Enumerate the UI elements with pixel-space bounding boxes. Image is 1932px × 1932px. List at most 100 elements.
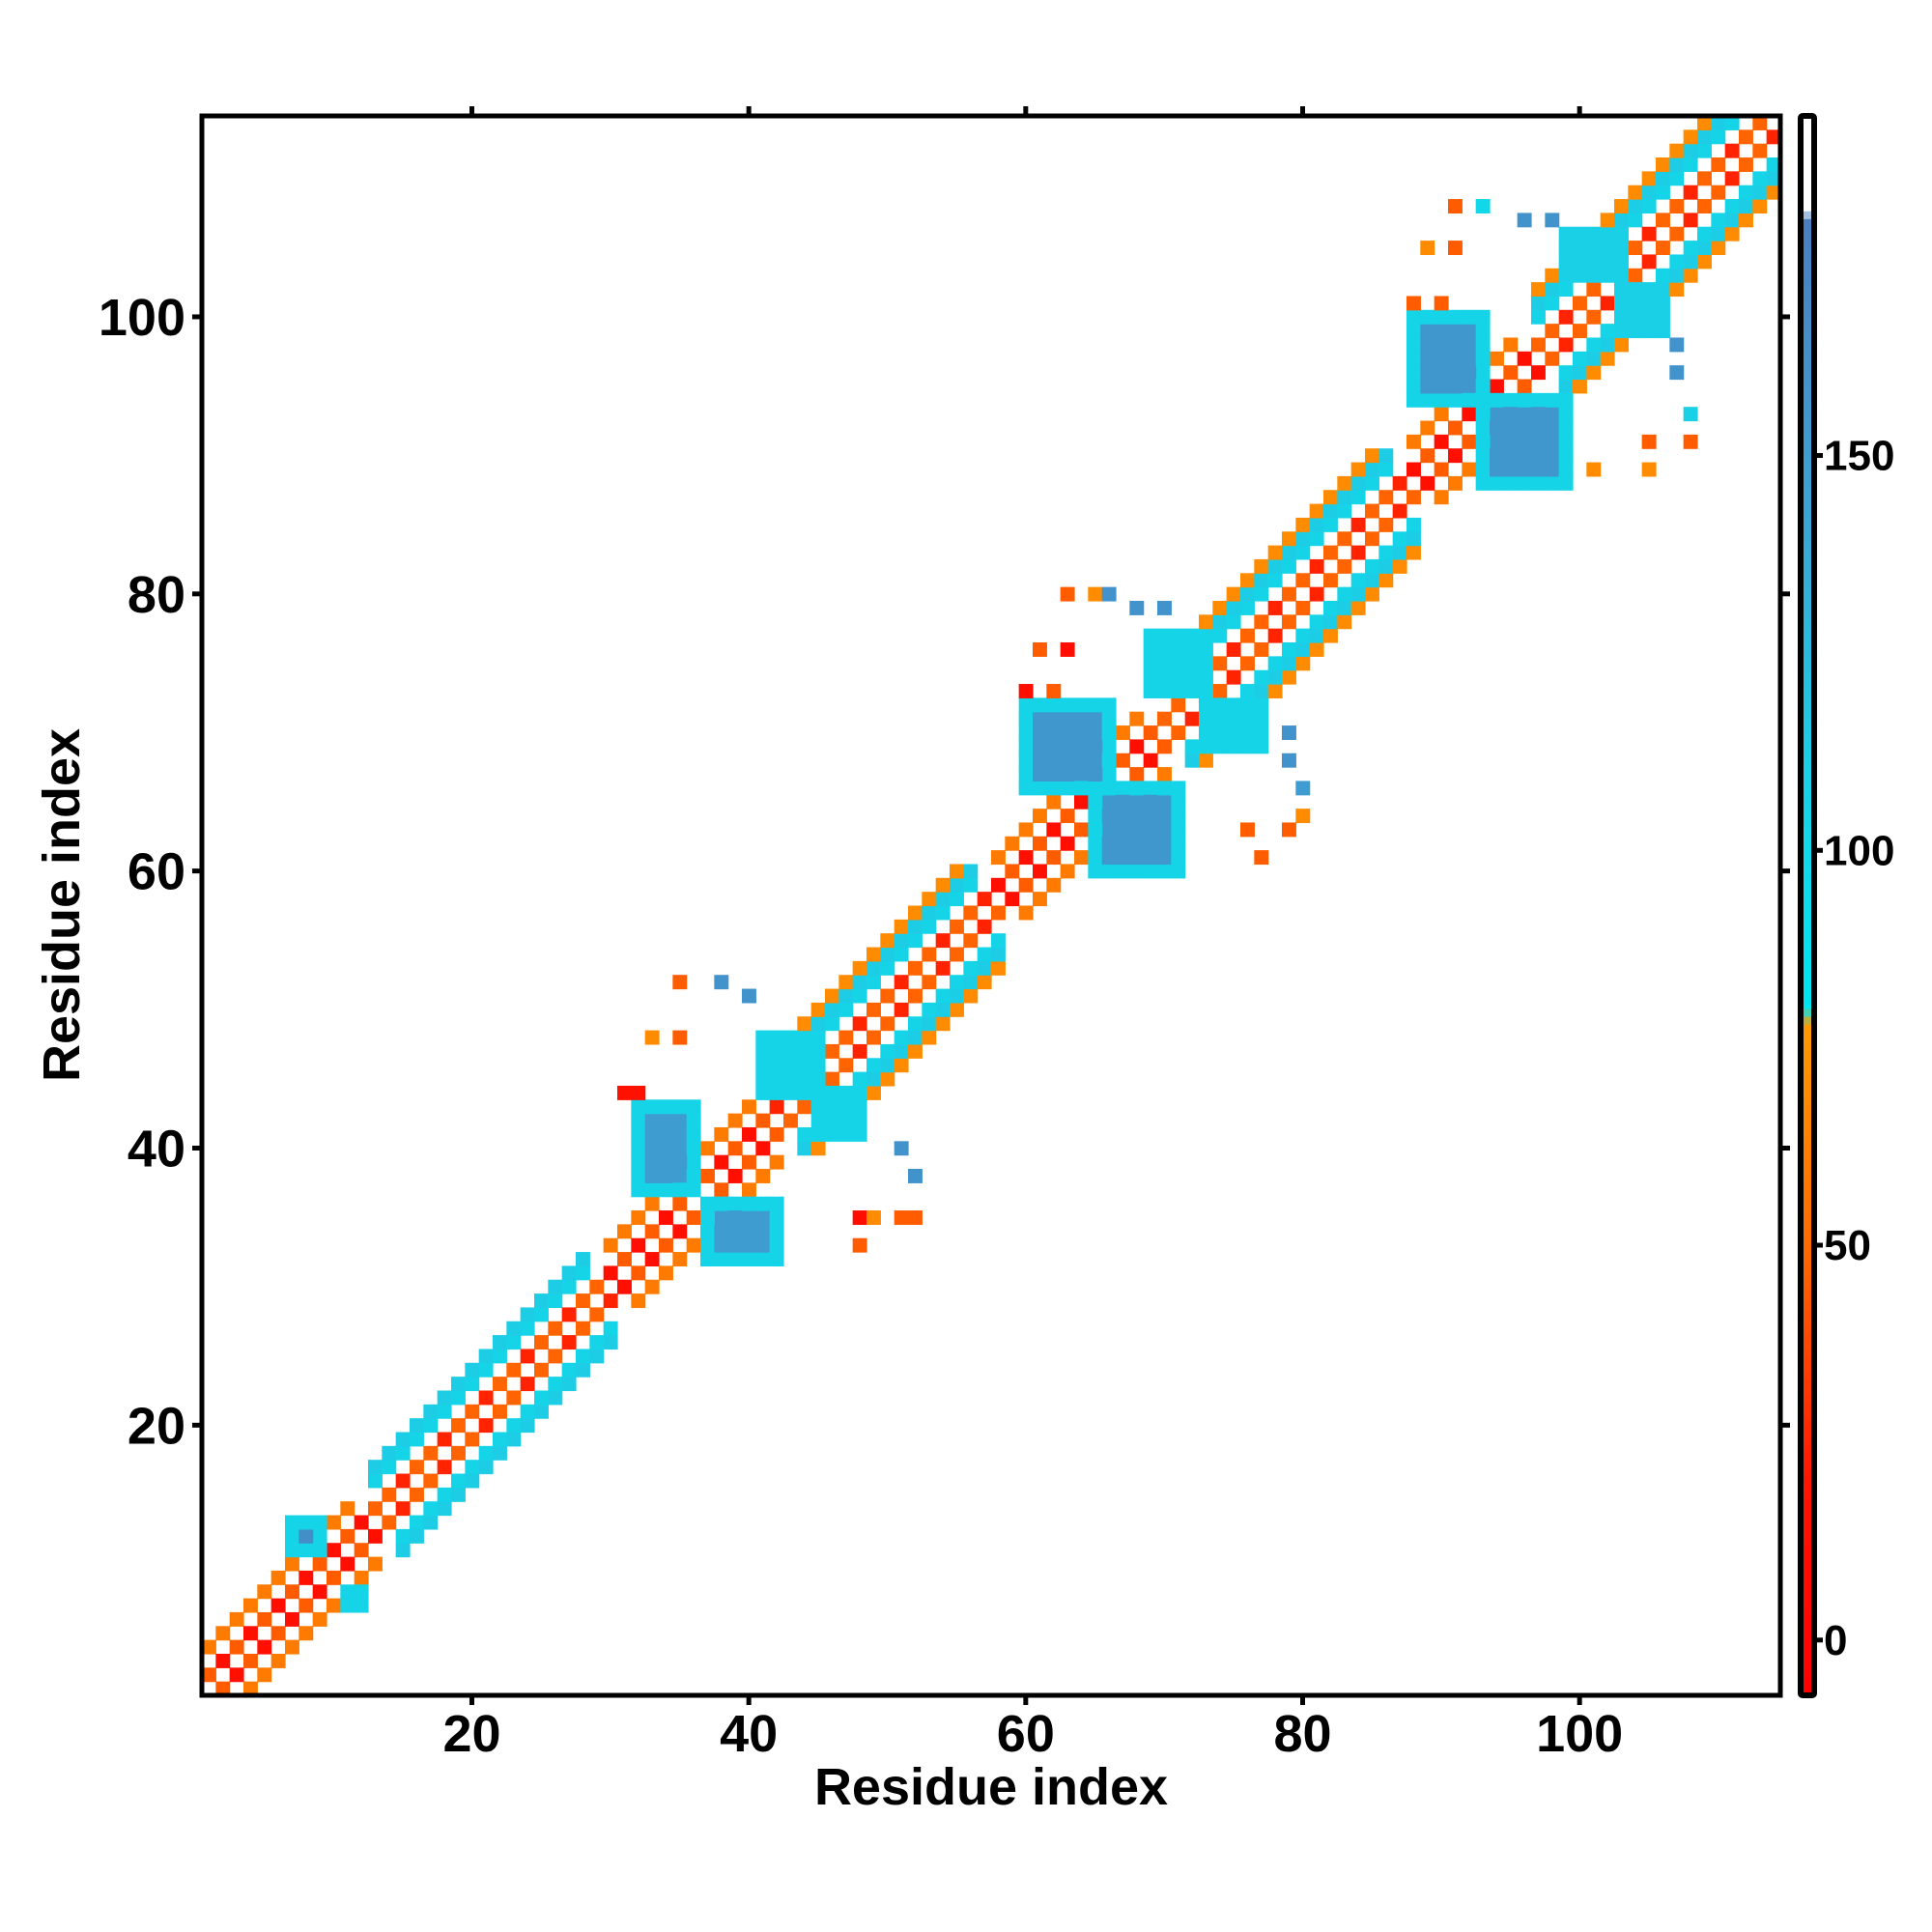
heatmap-cell — [672, 1169, 688, 1183]
colorbar-segment — [1801, 470, 1814, 480]
heatmap-cell — [686, 1099, 701, 1115]
heatmap-cell — [1656, 157, 1670, 172]
heatmap-cell — [1628, 296, 1643, 311]
heatmap-cell — [714, 1182, 729, 1198]
colorbar-segment — [1801, 479, 1814, 488]
heatmap-cell — [755, 1252, 771, 1266]
heatmap-cell — [1434, 324, 1449, 339]
heatmap-cell — [478, 1349, 494, 1364]
heatmap-cell — [1171, 794, 1186, 810]
heatmap-cell — [755, 1224, 771, 1239]
heatmap-cell — [1129, 739, 1145, 754]
heatmap-cell — [659, 1126, 673, 1142]
heatmap-cell — [1365, 586, 1379, 602]
heatmap-cell — [1157, 642, 1172, 657]
heatmap-cell — [1254, 697, 1269, 713]
heatmap-cell — [1420, 309, 1435, 325]
heatmap-cell — [1365, 573, 1379, 588]
heatmap-cell — [576, 1252, 590, 1266]
heatmap-cell — [1282, 531, 1296, 547]
heatmap-cell — [1614, 254, 1629, 270]
colorbar-segment — [1801, 692, 1814, 701]
heatmap-cell — [894, 1058, 909, 1073]
heatmap-cell — [727, 1113, 743, 1128]
heatmap-cell — [1171, 809, 1186, 824]
colorbar-segment — [1801, 629, 1814, 639]
heatmap-cell — [852, 1085, 867, 1100]
heatmap-cell — [1475, 475, 1491, 491]
heatmap-cell — [1060, 725, 1075, 740]
heatmap-cell — [1545, 213, 1560, 228]
colorbar-segment — [1801, 977, 1814, 985]
colorbar-segment — [1801, 1395, 1814, 1405]
heatmap-cell — [672, 1196, 688, 1211]
heatmap-cell — [257, 1667, 272, 1683]
heatmap-cell — [1143, 642, 1158, 657]
heatmap-cell — [1462, 392, 1477, 408]
heatmap-cell — [631, 1141, 646, 1156]
heatmap-cell — [1323, 545, 1338, 560]
heatmap-cell — [810, 1043, 826, 1059]
colorbar-segment — [1801, 234, 1814, 243]
heatmap-cell — [686, 1182, 701, 1198]
heatmap-cell — [1586, 365, 1602, 381]
heatmap-cell — [1199, 656, 1213, 671]
heatmap-cell — [1157, 781, 1172, 796]
colorbar-segment — [1801, 913, 1814, 923]
heatmap-cell — [1254, 739, 1269, 754]
heatmap-cell — [437, 1460, 452, 1475]
heatmap-cell — [1184, 739, 1200, 754]
heatmap-cell — [1033, 809, 1047, 824]
heatmap-cell — [1033, 753, 1047, 768]
heatmap-cell — [1711, 213, 1726, 228]
colorbar-segment — [1801, 1008, 1814, 1017]
heatmap-cell — [1309, 503, 1324, 519]
colorbar-segment — [1801, 1624, 1814, 1634]
colorbar-segment — [1801, 1569, 1814, 1577]
heatmap-cell — [1573, 365, 1587, 381]
heatmap-cell — [1420, 337, 1435, 353]
colorbar: 0 50 100 150 — [1798, 113, 1894, 1698]
colorbar-segment — [1801, 786, 1814, 796]
heatmap-cell — [659, 1154, 673, 1170]
heatmap-cell — [825, 988, 839, 1004]
heatmap-cell — [659, 1141, 673, 1156]
heatmap-cell — [1475, 324, 1491, 339]
colorbar-segment — [1801, 866, 1814, 875]
heatmap-cell — [727, 1252, 743, 1266]
heatmap-cell — [1628, 268, 1643, 283]
heatmap-cell — [493, 1377, 507, 1392]
heatmap-cell — [1240, 711, 1255, 726]
heatmap-cell — [1697, 116, 1712, 130]
heatmap-cell — [1295, 809, 1311, 824]
heatmap-cell — [1184, 656, 1200, 671]
heatmap-cell — [631, 1099, 646, 1115]
heatmap-cell — [1656, 296, 1670, 311]
heatmap-cell — [1683, 129, 1698, 145]
heatmap-cell — [1033, 836, 1047, 851]
heatmap-cell — [950, 988, 964, 1004]
heatmap-cell — [1350, 462, 1366, 477]
heatmap-cell — [700, 1141, 715, 1156]
heatmap-cell — [1101, 864, 1117, 879]
heatmap-cell — [1724, 213, 1740, 228]
colorbar-segment — [1801, 708, 1814, 717]
heatmap-cell — [631, 1085, 646, 1100]
heatmap-cell — [1766, 157, 1781, 172]
heatmap-cell — [1226, 600, 1241, 615]
colorbar-segment — [1801, 755, 1814, 764]
heatmap-cell — [1669, 254, 1685, 270]
heatmap-cell — [1628, 185, 1643, 200]
heatmap-cell — [977, 892, 992, 907]
heatmap-cell — [1157, 767, 1172, 782]
heatmap-cell — [493, 1349, 507, 1364]
heatmap-cell — [644, 1141, 660, 1156]
heatmap-cell — [1282, 656, 1296, 671]
heatmap-cell — [755, 1113, 771, 1128]
heatmap-cell — [202, 1667, 216, 1683]
heatmap-cell — [1295, 517, 1311, 532]
heatmap-cell — [493, 1335, 507, 1350]
heatmap-cell — [1434, 462, 1449, 477]
heatmap-cell — [894, 1030, 909, 1045]
heatmap-cell — [561, 1335, 577, 1350]
